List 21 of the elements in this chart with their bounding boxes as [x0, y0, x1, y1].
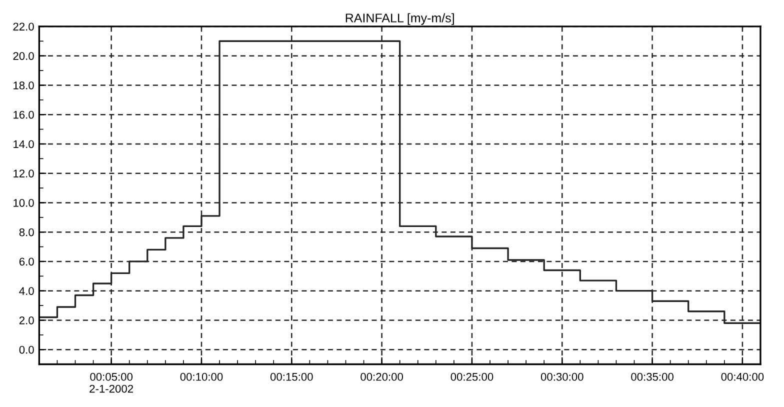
y-tick-label: 4.0: [19, 287, 34, 295]
x-tick-label: 00:10:00: [180, 372, 223, 381]
y-tick-label: 14.0: [14, 140, 34, 148]
y-tick-label: 18.0: [14, 81, 34, 90]
x-tick-label: 00:20:00: [360, 372, 403, 381]
x-tick-label: 00:40:00: [721, 372, 764, 381]
y-tick-label: 16.0: [14, 110, 34, 119]
y-tick-label: 2.0: [19, 316, 34, 324]
y-tick-label: 20.0: [13, 52, 34, 60]
y-tick-label: 12.0: [14, 170, 34, 178]
chart-title: RAINFALL [my-m/s]: [346, 13, 454, 25]
x-tick-label: 00:30:00: [540, 372, 584, 381]
y-tick-label: 10.0: [14, 198, 34, 207]
y-tick-label: 0.0: [19, 346, 34, 354]
y-tick-label: 22.0: [13, 22, 34, 31]
y-tick-label: 6.0: [19, 258, 34, 266]
x-tick-label: 00:05:00 2-1-2002: [90, 372, 134, 393]
x-tick-label: 00:15:00: [270, 372, 313, 381]
x-tick-label: 00:35:00: [631, 372, 674, 381]
y-tick-label: 8.0: [19, 228, 34, 236]
x-tick-label: 00:25:00: [450, 372, 494, 381]
